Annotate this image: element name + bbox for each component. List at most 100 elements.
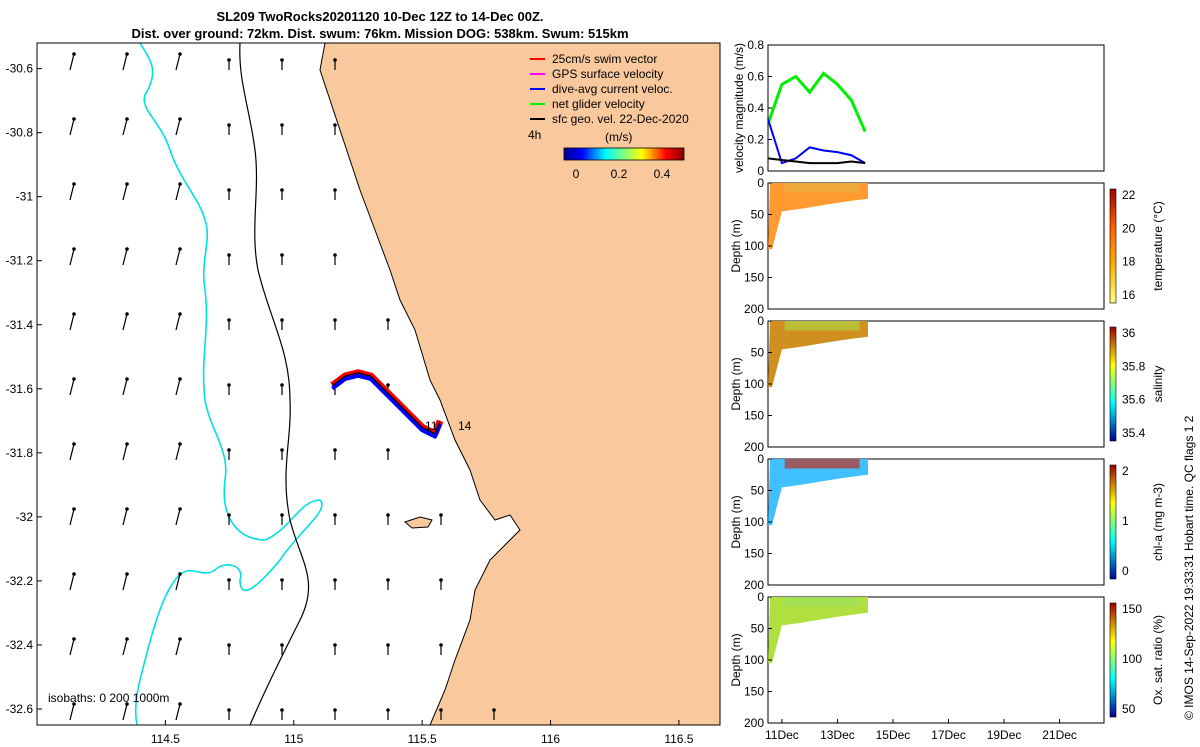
current-vector-head [333, 708, 337, 712]
velocity-y-tick-label: 0.4 [747, 101, 764, 115]
current-vector-head [280, 513, 284, 517]
current-vector [175, 53, 181, 71]
current-vector-head [178, 572, 182, 576]
depth-y-tick-label: 50 [751, 208, 765, 222]
speed-colorbar [563, 147, 685, 161]
colorbar-tick-label: 0 [1122, 564, 1129, 578]
current-vector-head [333, 58, 337, 62]
footer-credit: © IMOS 14-Sep-2022 19:33:31 Hobart time.… [1182, 415, 1196, 720]
colorbar-tick-label: 50 [1122, 702, 1136, 716]
depth-y-axis-label: Depth (m) [729, 633, 743, 686]
depth-y-tick-label: 0 [757, 590, 764, 604]
chart-title: SL209 TwoRocks20201120 10-Dec 12Z to 14-… [216, 9, 544, 24]
current-vector-head [72, 702, 76, 706]
velocity-y-tick-label: 0.6 [747, 70, 764, 84]
colorbar-tick-label: 35.6 [1122, 393, 1146, 407]
velocity-y-tick-label: 0 [757, 164, 764, 178]
current-vector-head [227, 578, 231, 582]
current-vector-head [178, 312, 182, 316]
velocity-series-line [767, 157, 866, 165]
colorbar-tick-label: 35.4 [1122, 426, 1146, 440]
current-vector-head [280, 708, 284, 712]
map-x-tick-label: 114.5 [151, 732, 180, 746]
legend-entry: GPS surface velocity [552, 67, 663, 81]
track-start-label: 11 [425, 419, 438, 433]
time-x-tick-label: 21Dec [1042, 728, 1077, 742]
velocity-series-line [766, 71, 867, 133]
depth-y-tick-label: 200 [744, 440, 764, 454]
current-vector [122, 378, 128, 396]
time-x-tick-label: 15Dec [876, 728, 911, 742]
velocity-y-tick-label: 0.8 [747, 38, 764, 52]
map-y-tick-label: -31 [16, 190, 34, 204]
current-vector-head [227, 513, 231, 517]
depth-y-tick-label: 100 [744, 515, 764, 529]
current-vector [122, 508, 128, 526]
colorbar-tick-label: 0.2 [611, 167, 628, 181]
map-y-tick-label: -30.8 [6, 126, 34, 140]
current-vector [69, 508, 75, 526]
current-vector [69, 53, 75, 71]
current-vector-head [72, 312, 76, 316]
colorbar-tick-label: 16 [1122, 288, 1136, 302]
map-y-tick-label: -32 [16, 510, 34, 524]
legend-entry: 25cm/s swim vector [552, 52, 657, 66]
depth-y-tick-label: 150 [744, 547, 764, 561]
current-vector [69, 573, 75, 591]
current-vector-head [439, 513, 443, 517]
depth-y-tick-label: 50 [751, 484, 765, 498]
colorbar-axis-label: chl-a (mg m-3) [1151, 483, 1165, 561]
current-vector-head [227, 58, 231, 62]
colorbar-tick-label: 1 [1122, 514, 1129, 528]
depth-y-tick-label: 100 [744, 239, 764, 253]
current-vector-head [439, 708, 443, 712]
variable-colorbar [1109, 326, 1117, 442]
current-vector-head [333, 318, 337, 322]
current-vector-head [125, 377, 129, 381]
chart-subtitle: Dist. over ground: 72km. Dist. swum: 76k… [131, 26, 629, 41]
colorbar-tick-label: 36 [1122, 326, 1136, 340]
current-vector-head [227, 643, 231, 647]
map-y-tick-label: -32.6 [6, 702, 34, 716]
current-vector [69, 378, 75, 396]
current-vector-head [280, 448, 284, 452]
variable-colorbar [1109, 464, 1117, 580]
map-y-tick-label: -32.4 [6, 638, 34, 652]
current-vector-head [72, 637, 76, 641]
current-vector-head [72, 572, 76, 576]
velocity-series-line [767, 118, 866, 165]
current-vector [122, 638, 128, 656]
current-vector [122, 248, 128, 266]
colorbar-label: (m/s) [605, 130, 632, 144]
current-vector [122, 573, 128, 591]
current-vector-head [72, 117, 76, 121]
current-vector-head [333, 448, 337, 452]
depth-y-axis-label: Depth (m) [729, 219, 743, 272]
current-vector-head [227, 188, 231, 192]
isobath-200m [239, 42, 310, 726]
current-vector [69, 443, 75, 461]
current-vector-head [439, 578, 443, 582]
colorbar-tick-label: 150 [1122, 602, 1142, 616]
current-vector-head [386, 448, 390, 452]
map-y-tick-label: -32.2 [6, 574, 34, 588]
current-vector [175, 443, 181, 461]
current-vector-head [178, 637, 182, 641]
depth-y-tick-label: 100 [744, 377, 764, 391]
depth-section-surface-layer [784, 597, 860, 607]
current-vector [175, 313, 181, 331]
current-vector-head [280, 253, 284, 257]
current-vector [122, 118, 128, 136]
time-x-tick-label: 13Dec [820, 728, 855, 742]
legend-entry: sfc geo. vel. 22-Dec-2020 [552, 112, 689, 126]
depth-y-tick-label: 200 [744, 578, 764, 592]
current-vector-head [178, 247, 182, 251]
time-x-tick-label: 17Dec [931, 728, 966, 742]
current-vector-head [227, 253, 231, 257]
current-vector-head [280, 123, 284, 127]
land-area [319, 42, 721, 726]
current-vector-head [72, 247, 76, 251]
current-vector-head [227, 448, 231, 452]
map-x-tick-label: 116.5 [664, 732, 693, 746]
depth-section-patch [768, 321, 868, 388]
